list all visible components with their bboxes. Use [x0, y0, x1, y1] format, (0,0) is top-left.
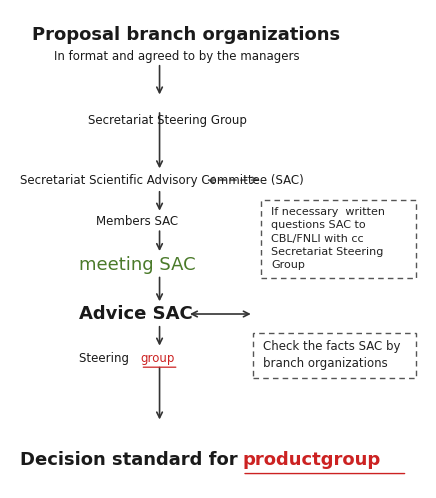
Text: Members SAC: Members SAC: [96, 216, 178, 229]
Text: group: group: [140, 352, 175, 365]
Text: Decision standard for: Decision standard for: [20, 451, 244, 469]
Text: Proposal branch organizations: Proposal branch organizations: [32, 26, 341, 44]
Text: In format and agreed to by the managers: In format and agreed to by the managers: [54, 50, 299, 63]
Text: Secretariat Steering Group: Secretariat Steering Group: [88, 115, 246, 127]
Text: productgroup: productgroup: [242, 451, 381, 469]
Text: If necessary  written
questions SAC to
CBL/FNLI with cc
Secretariat Steering
Gro: If necessary written questions SAC to CB…: [271, 207, 385, 270]
Text: Steering: Steering: [79, 352, 133, 365]
FancyBboxPatch shape: [261, 200, 416, 277]
Text: meeting SAC: meeting SAC: [79, 256, 196, 274]
Text: Check the facts SAC by
branch organizations: Check the facts SAC by branch organizati…: [262, 340, 400, 370]
FancyBboxPatch shape: [253, 333, 416, 378]
Text: Secretariat Scientific Advisory Committee (SAC): Secretariat Scientific Advisory Committe…: [20, 174, 303, 187]
Text: Advice SAC: Advice SAC: [79, 305, 193, 323]
